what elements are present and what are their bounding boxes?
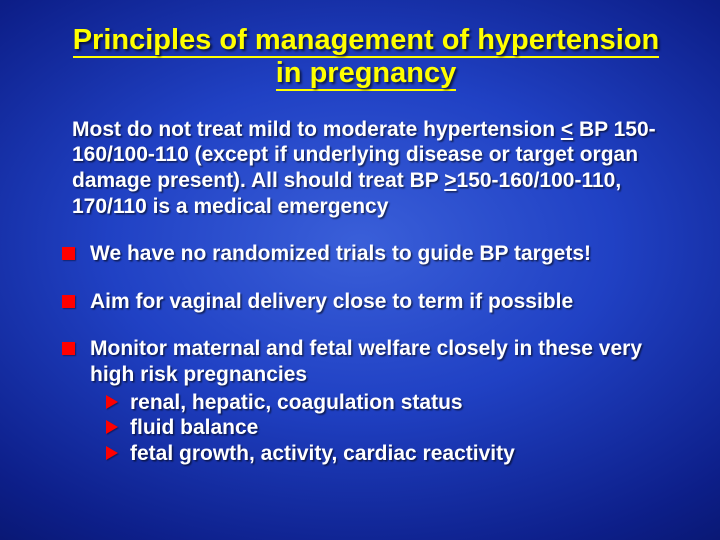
title-line-1: Principles of management of hypertension (73, 24, 660, 58)
bullet-text-3: Monitor maternal and fetal welfare close… (90, 337, 642, 386)
bullet-text-2: Aim for vaginal delivery close to term i… (90, 290, 573, 313)
lead-pre: Most do not treat mild to moderate hyper… (72, 118, 561, 141)
title-line-2: in pregnancy (276, 57, 457, 91)
lead-underline-gt: > (444, 169, 456, 192)
lead-paragraph: Most do not treat mild to moderate hyper… (72, 117, 684, 219)
sub-bullet-text-2: fluid balance (130, 416, 258, 439)
lead-underline-lt: < (561, 118, 573, 141)
slide-title: Principles of management of hypertension… (48, 24, 684, 91)
bullet-item-1: We have no randomized trials to guide BP… (56, 241, 684, 267)
sub-bullet-2: fluid balance (104, 415, 684, 441)
sub-bullet-list: renal, hepatic, coagulation status fluid… (104, 390, 684, 467)
sub-bullet-text-1: renal, hepatic, coagulation status (130, 391, 463, 414)
sub-bullet-1: renal, hepatic, coagulation status (104, 390, 684, 416)
bullet-text-1: We have no randomized trials to guide BP… (90, 242, 591, 265)
bullet-list: We have no randomized trials to guide BP… (56, 241, 684, 466)
bullet-item-2: Aim for vaginal delivery close to term i… (56, 289, 684, 315)
sub-bullet-3: fetal growth, activity, cardiac reactivi… (104, 441, 684, 467)
slide: Principles of management of hypertension… (0, 0, 720, 540)
bullet-item-3: Monitor maternal and fetal welfare close… (56, 336, 684, 466)
sub-bullet-text-3: fetal growth, activity, cardiac reactivi… (130, 442, 515, 465)
